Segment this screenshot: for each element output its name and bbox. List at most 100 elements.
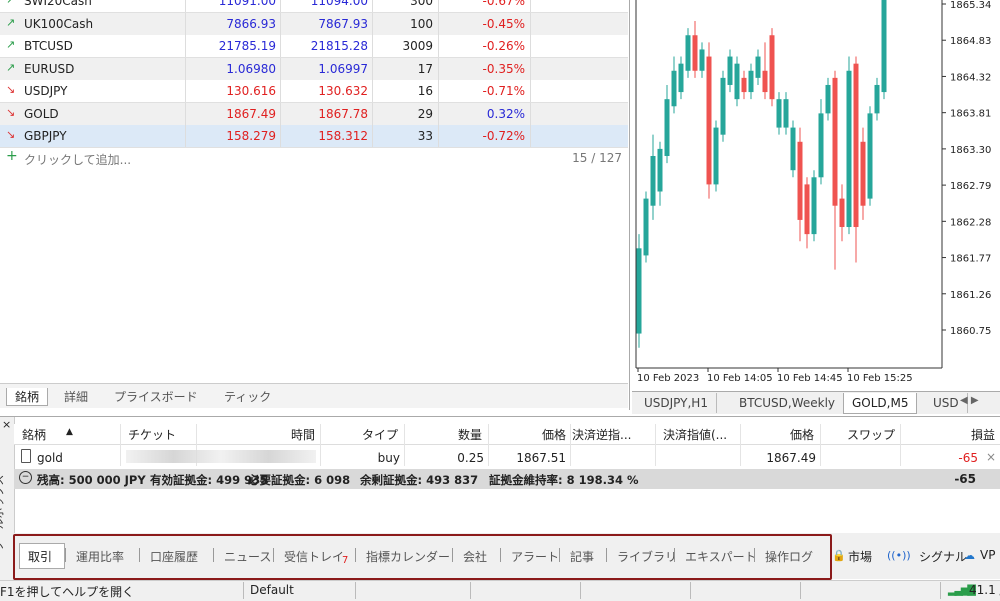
close-position[interactable]: × [986,450,997,464]
bid: 7866.93 [226,16,276,31]
chart-tab[interactable]: USDJPY,H1 [636,393,717,413]
status-ping: 41.1 / [969,583,1000,597]
candle-body [804,184,810,235]
column-header[interactable]: 数量 [457,428,482,442]
col-sep [372,57,373,80]
toolbox-tab[interactable]: 取引 [28,550,53,564]
close-button[interactable]: × [2,418,12,431]
column-header[interactable]: 決済指値(... [663,428,728,442]
toolbox-tab[interactable]: 運用比率 [76,550,125,564]
col-sep [280,125,281,147]
col-sep [488,424,489,466]
column-header[interactable]: 価格 [541,428,566,442]
add-icon[interactable]: + [6,148,18,164]
chart-tab[interactable]: BTCUSD,Weekly [731,393,845,413]
status-sep [580,582,581,599]
symbol[interactable]: UK100Cash [24,16,94,31]
candle-body [699,49,705,71]
symbol[interactable]: USDJPY [24,84,68,98]
right-tab[interactable]: 市場 [848,550,873,564]
toolbox-tab[interactable]: ライブラリ [617,550,678,564]
column-header[interactable]: 価格 [789,428,814,442]
symbol[interactable]: EURUSD [24,61,75,76]
arrow-up: ↗ [6,15,16,29]
chart-tab[interactable]: USD [925,393,968,413]
tab-sep [606,548,607,562]
symbol[interactable]: BTCUSD [24,39,73,53]
right-tab[interactable]: VP [980,548,996,562]
candle-body [811,177,817,235]
candle-body [734,63,740,100]
col-sep [185,57,186,80]
spread: 17 [417,61,433,76]
chart-tab[interactable]: GOLD,M5 [843,393,918,414]
summary-bar [14,469,1000,489]
column-header[interactable]: 時間 [290,428,315,442]
column-header[interactable]: タイプ [361,428,398,442]
tab-icon: 🔒 [832,549,846,562]
toolbox-tab[interactable]: 会社 [463,550,488,564]
spread: 300 [410,0,433,8]
ask: 7867.93 [318,16,368,31]
toolbox-tab[interactable]: アラート [511,550,560,564]
candle-body [643,198,649,256]
status-sep [800,582,801,599]
col-sep [530,57,531,80]
col-sep [120,424,121,466]
status-sep [690,582,691,599]
candle-body [874,84,880,114]
col-sep [185,12,186,35]
trade-header [14,424,1000,445]
right-tab[interactable]: シグナル [919,550,968,564]
col-sep [404,424,405,466]
inbox-badge: 7 [342,555,349,566]
symbol[interactable]: SWI20Cash [24,0,92,8]
candle-body [636,248,642,334]
toolbox-tab[interactable]: 受信トレイ [284,550,345,564]
col-sep [320,424,321,466]
candle-body [685,35,691,71]
candle-body [790,127,796,171]
toolbox-tab[interactable]: 記事 [570,550,595,564]
toolbox-tab[interactable]: エキスパート [685,550,757,564]
arrow-down: ↘ [6,105,16,119]
toolbox-tabbar [14,533,1000,579]
candle-body [769,35,775,100]
tab[interactable]: ティック [224,390,272,404]
toolbox-tab[interactable]: 口座履歴 [150,550,199,564]
add-symbol[interactable]: クリックして追加... [24,153,132,167]
tab[interactable]: 詳細 [64,390,89,404]
summary-item: 残高: 500 000 JPY [37,473,146,487]
price-tick-label: 1861.26 [950,290,991,301]
change: -0.71% [482,84,525,98]
tab-sep [213,548,214,562]
price-tick-label: 1863.30 [950,145,991,156]
candle-body [720,77,726,135]
toolbox-tab[interactable]: 操作ログ [765,550,814,564]
column-header[interactable]: スワップ [846,428,895,442]
ask: 11094.00 [310,0,368,8]
candle-body [727,56,733,85]
tab-sep [273,548,274,562]
candle-body [657,148,663,192]
spread: 16 [417,84,433,98]
change: -0.72% [482,129,525,143]
toolbox-tab[interactable]: 指標カレンダー [366,550,451,564]
symbol[interactable]: GOLD [24,106,59,121]
status-sep [243,582,244,599]
summary-profit: -65 [954,472,976,486]
col-sep [372,35,373,57]
tab[interactable]: プライスボード [114,390,198,404]
tab-scroll[interactable]: ◀ ▶ [960,395,979,406]
column-header[interactable]: 決済逆指... [572,428,632,442]
column-header[interactable]: 損益 [970,428,995,442]
status-sep [940,582,941,599]
col-sep [280,0,281,12]
time-label: 10 Feb 14:05 [707,373,773,384]
column-header[interactable]: 銘柄 [22,428,47,442]
position-symbol[interactable]: gold [37,451,63,465]
column-header[interactable]: チケット [128,428,177,442]
tab[interactable]: 銘柄 [6,388,49,406]
toolbox-tab[interactable]: ニュース [224,550,272,564]
symbol[interactable]: GBPJPY [24,129,67,143]
